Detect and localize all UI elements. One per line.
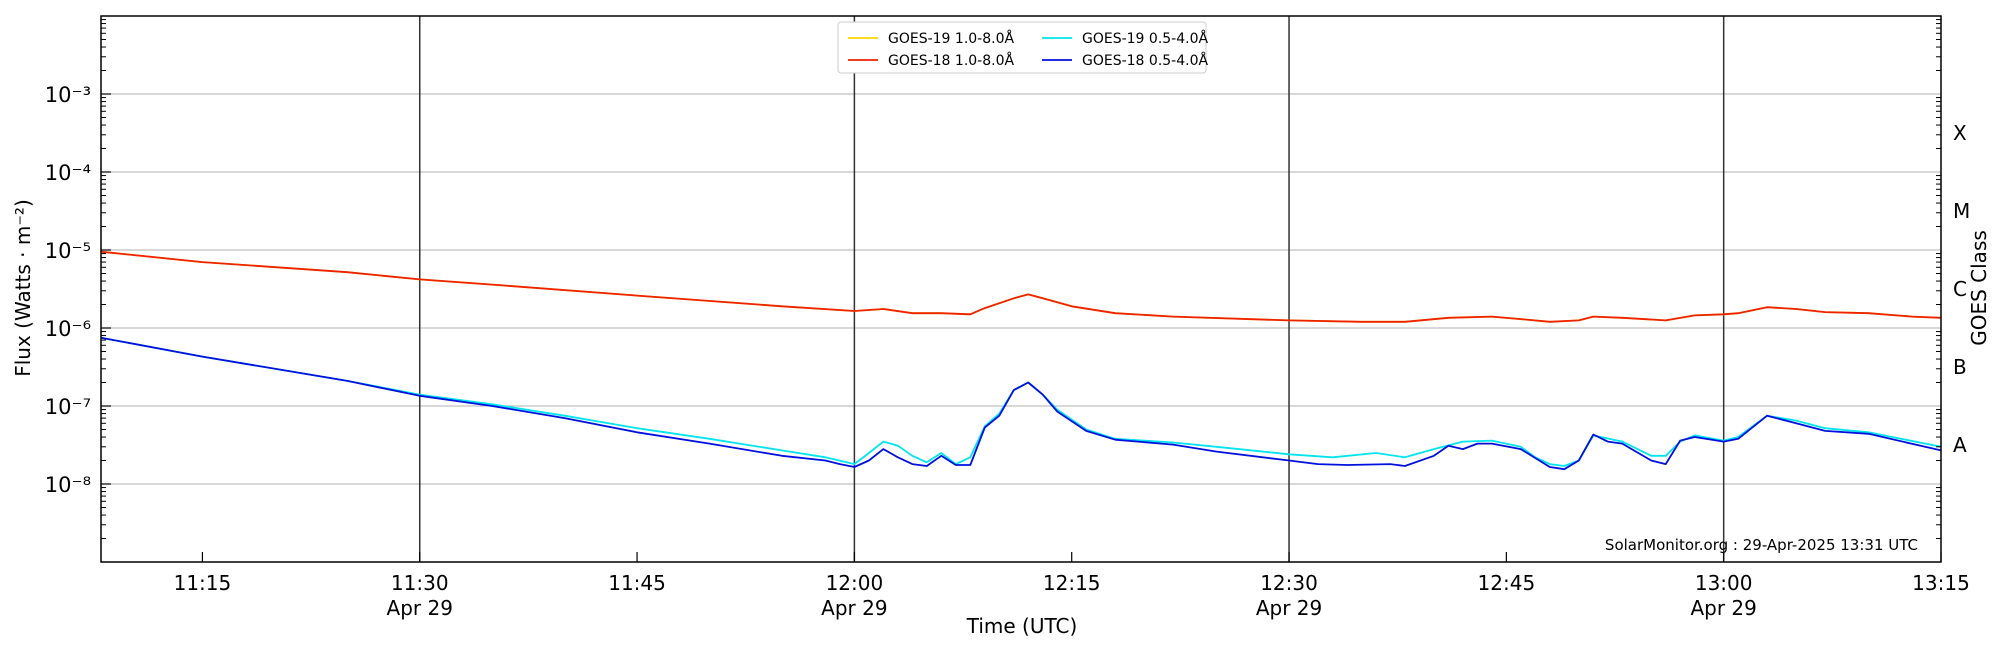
goes-class-label: M — [1953, 199, 1970, 223]
x-tick-label: 13:15 — [1912, 571, 1970, 595]
goes-class-layer: A B C M X — [1953, 121, 1970, 457]
legend-label: GOES-18 1.0-8.0Å — [888, 52, 1014, 69]
series-line-1 — [100, 250, 1942, 323]
plot-frame — [100, 15, 1942, 563]
y-tick-label: 10⁻⁴ — [45, 161, 91, 185]
x-axis-label: Time (UTC) — [966, 614, 1078, 638]
x-tick-date-label: Apr 29 — [821, 596, 887, 620]
legend-label: GOES-19 1.0-8.0Å — [888, 30, 1014, 47]
goes-class-label: C — [1953, 277, 1967, 301]
x-tick-label: 13:00 — [1695, 571, 1753, 595]
x-tick-label: 12:15 — [1043, 571, 1101, 595]
goes-class-label: B — [1953, 355, 1967, 379]
series-layer — [100, 250, 1942, 471]
x-tick-label: 12:00 — [826, 571, 884, 595]
x-tick-label: 12:30 — [1260, 571, 1318, 595]
x-tick-label: 11:45 — [608, 571, 666, 595]
y-tick-label: 10⁻⁷ — [45, 395, 91, 419]
x-tick-label: 11:15 — [174, 571, 232, 595]
solarmonitor-annotation: SolarMonitor.org : 29-Apr-2025 13:31 UTC — [1605, 536, 1918, 554]
goes-class-axis-label: GOES Class — [1967, 230, 1991, 346]
grid-layer — [101, 93, 1941, 485]
legend-label: GOES-19 0.5-4.0Å — [1082, 30, 1208, 47]
legend-box — [837, 21, 1207, 74]
x-tick-date-label: Apr 29 — [1690, 596, 1756, 620]
legend: GOES-19 1.0-8.0Å GOES-19 0.5-4.0Å GOES-18 … — [837, 21, 1208, 74]
x-tick-date-label: Apr 29 — [1256, 596, 1322, 620]
x-tick-label: 11:30 — [391, 571, 449, 595]
y-axis-label: Flux (Watts · m⁻²) — [11, 199, 35, 377]
x-tick-date-label: Apr 29 — [387, 596, 453, 620]
y-tick-label: 10⁻⁵ — [45, 239, 91, 263]
goes-class-label: A — [1953, 433, 1967, 457]
series-line-3 — [100, 336, 1942, 467]
y-tick-label: 10⁻⁸ — [45, 473, 91, 497]
x-tick-label: 12:45 — [1478, 571, 1536, 595]
series-line-2 — [100, 250, 1942, 323]
y-tick-label: 10⁻³ — [45, 83, 91, 107]
y-tick-label: 10⁻⁶ — [45, 317, 91, 341]
goes-class-label: X — [1953, 121, 1967, 145]
legend-label: GOES-18 0.5-4.0Å — [1082, 52, 1208, 69]
series-line-4 — [100, 336, 1942, 471]
day-separator-layer — [418, 16, 1725, 562]
